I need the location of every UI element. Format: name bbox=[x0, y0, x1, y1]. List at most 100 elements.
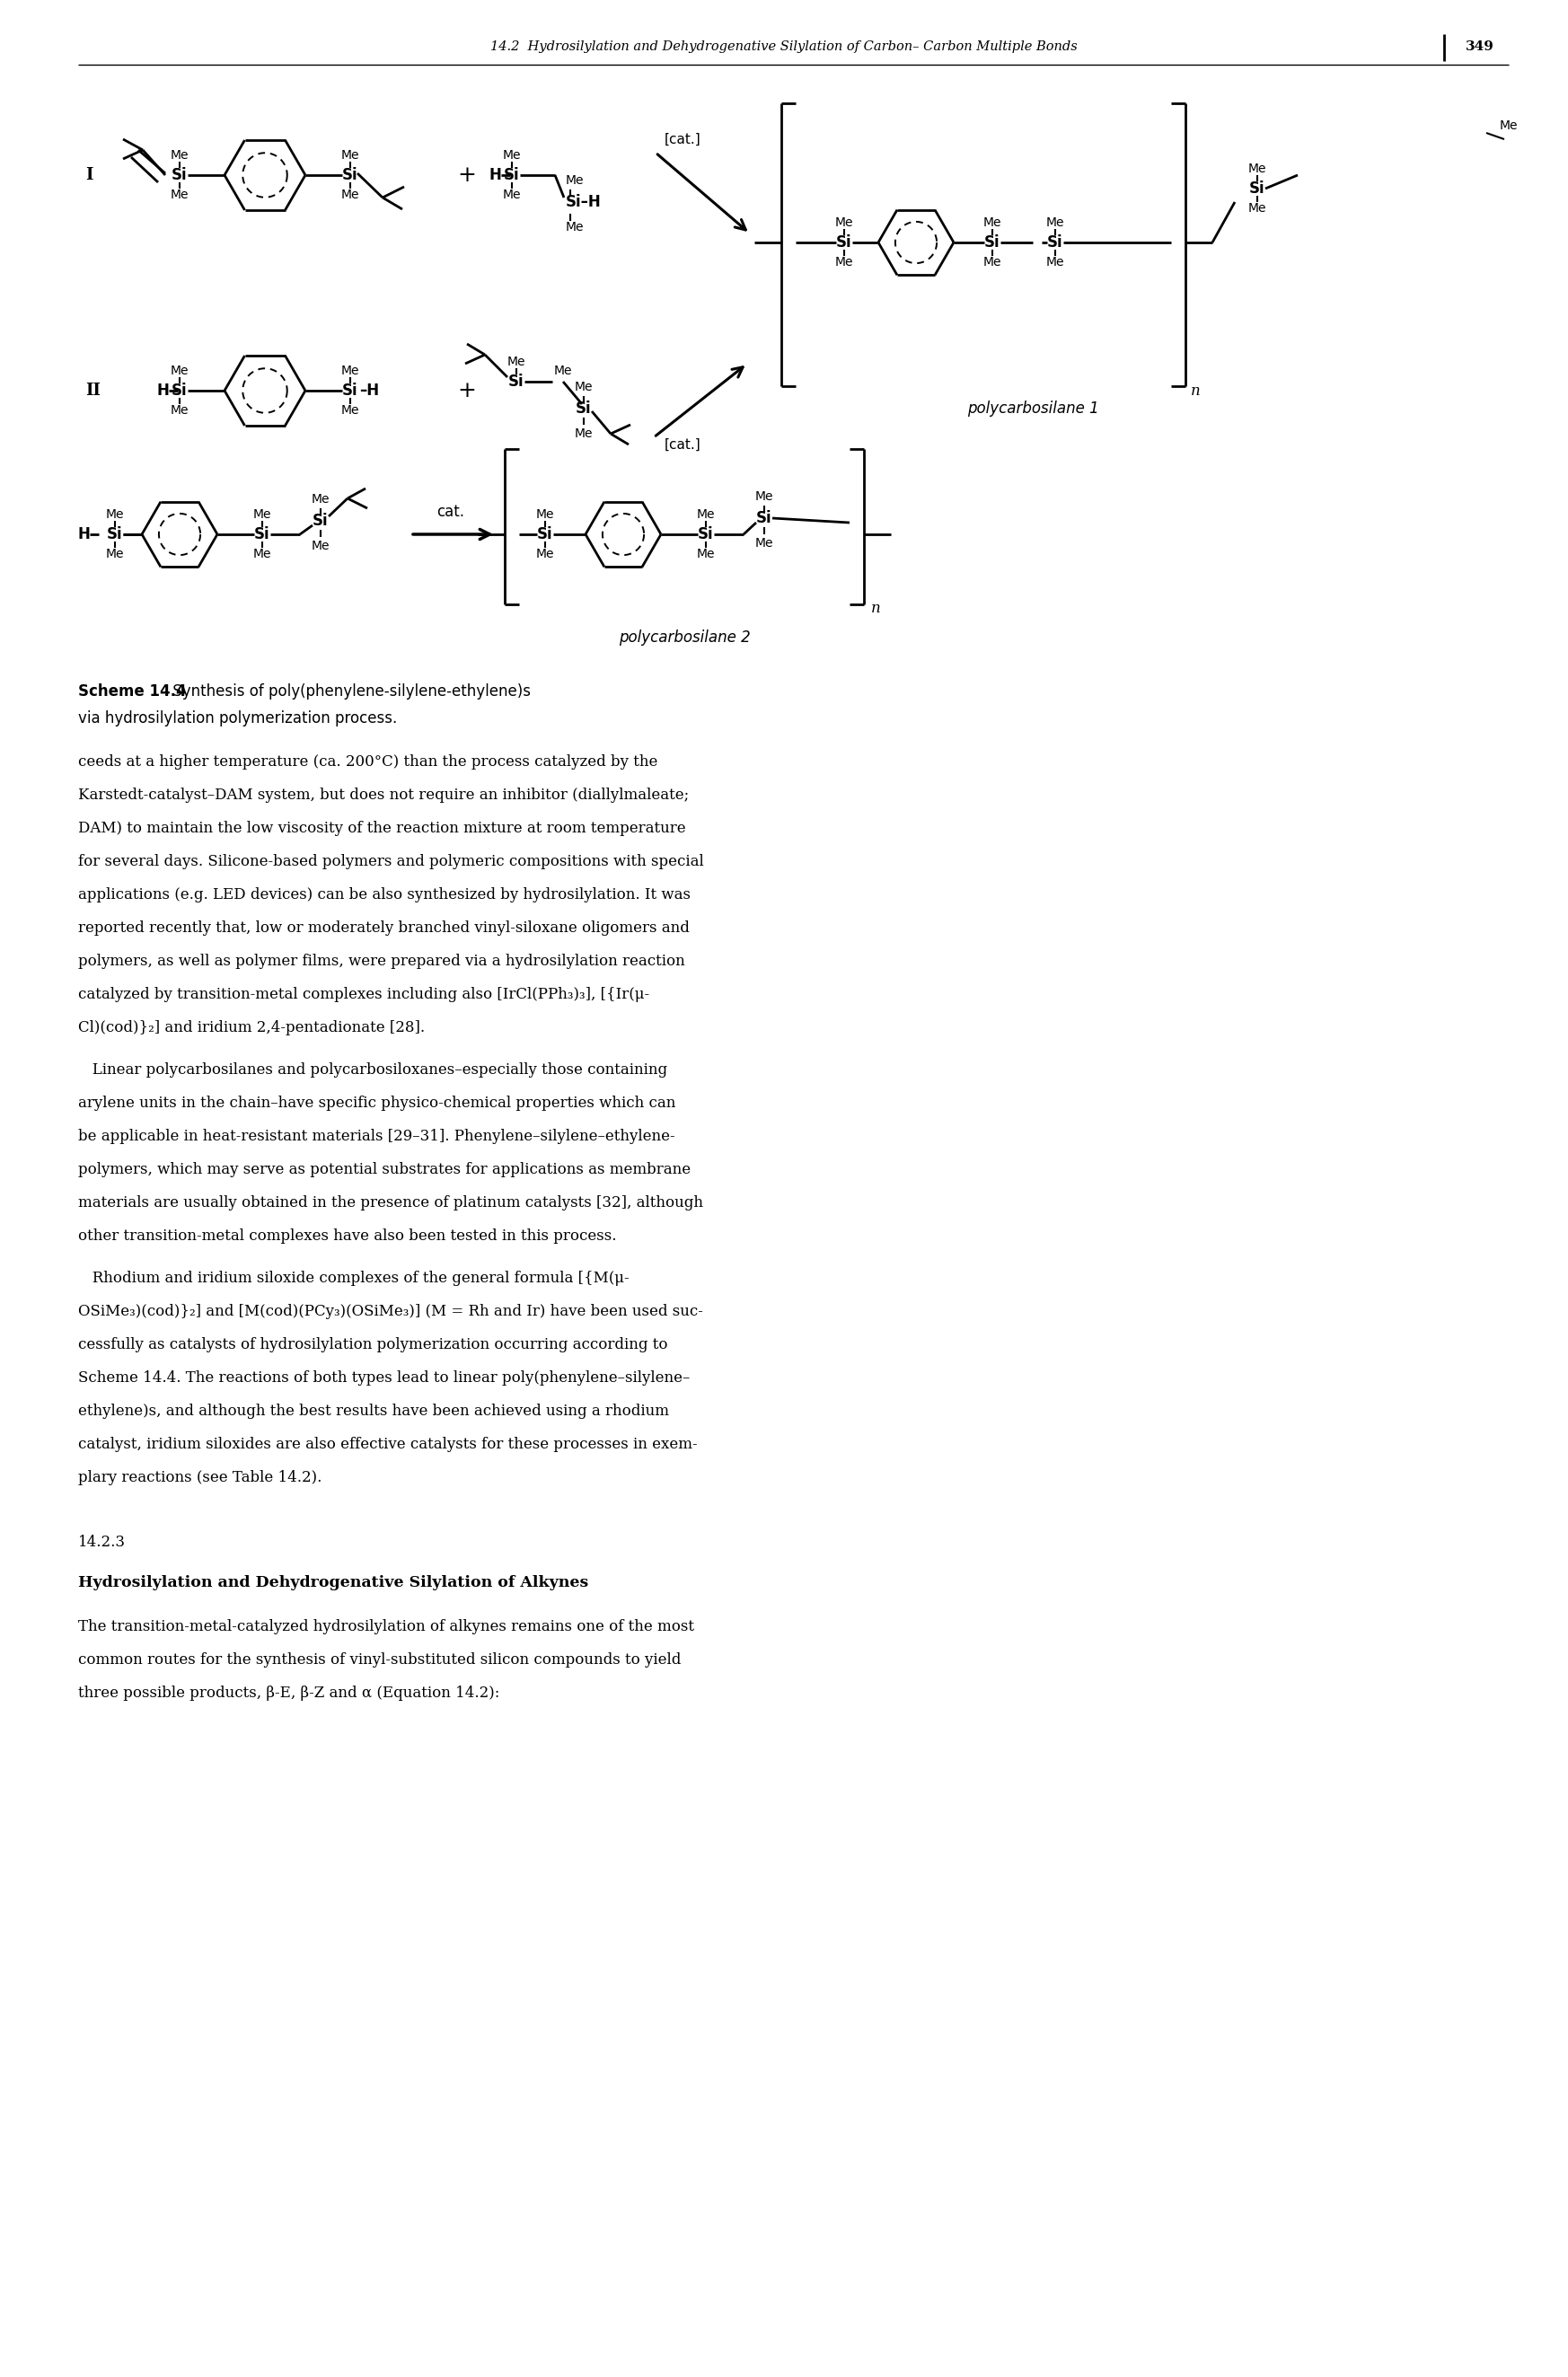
Text: Si: Si bbox=[503, 166, 521, 183]
Text: catalyst, iridium siloxides are also effective catalysts for these processes in : catalyst, iridium siloxides are also eff… bbox=[78, 1436, 698, 1452]
Text: Me: Me bbox=[554, 364, 572, 378]
Text: Me: Me bbox=[340, 150, 359, 162]
Text: Me: Me bbox=[836, 216, 853, 228]
Text: Me: Me bbox=[340, 364, 359, 378]
Text: Me: Me bbox=[252, 509, 271, 521]
Text: Si: Si bbox=[508, 373, 524, 390]
Text: Si: Si bbox=[172, 166, 188, 183]
Text: DAM) to maintain the low viscosity of the reaction mixture at room temperature: DAM) to maintain the low viscosity of th… bbox=[78, 820, 685, 837]
Text: Me: Me bbox=[566, 221, 585, 233]
Text: Hydrosilylation and Dehydrogenative Silylation of Alkynes: Hydrosilylation and Dehydrogenative Sily… bbox=[78, 1576, 588, 1590]
Text: Rhodium and iridium siloxide complexes of the general formula [{M(μ-: Rhodium and iridium siloxide complexes o… bbox=[78, 1272, 629, 1286]
Text: polycarbosilane 1: polycarbosilane 1 bbox=[967, 399, 1099, 416]
Text: 14.2.3: 14.2.3 bbox=[78, 1536, 125, 1550]
Text: Si: Si bbox=[836, 235, 851, 250]
Text: n: n bbox=[1190, 383, 1201, 399]
Text: cat.: cat. bbox=[437, 504, 464, 521]
Text: Me: Me bbox=[506, 357, 525, 368]
Text: Me: Me bbox=[983, 216, 1002, 228]
Text: Me: Me bbox=[312, 492, 329, 506]
Text: Me: Me bbox=[1046, 216, 1065, 228]
Text: Si: Si bbox=[172, 383, 188, 399]
Text: Me: Me bbox=[574, 380, 593, 392]
Text: Me: Me bbox=[1248, 162, 1267, 176]
Text: OSiMe₃)(cod)}₂] and [M(cod)(PCy₃)(OSiMe₃)] (M = Rh and Ir) have been used suc-: OSiMe₃)(cod)}₂] and [M(cod)(PCy₃)(OSiMe₃… bbox=[78, 1305, 702, 1319]
Text: Me: Me bbox=[312, 540, 329, 551]
Text: Me: Me bbox=[171, 188, 188, 202]
Text: Me: Me bbox=[983, 257, 1002, 269]
Text: Me: Me bbox=[503, 188, 521, 202]
Text: three possible products, β-E, β-Z and α (Equation 14.2):: three possible products, β-E, β-Z and α … bbox=[78, 1685, 500, 1702]
Text: arylene units in the chain–have specific physico-chemical properties which can: arylene units in the chain–have specific… bbox=[78, 1096, 676, 1110]
Text: Me: Me bbox=[503, 150, 521, 162]
Text: +: + bbox=[458, 380, 477, 402]
Text: materials are usually obtained in the presence of platinum catalysts [32], altho: materials are usually obtained in the pr… bbox=[78, 1196, 702, 1210]
Text: ethylene)s, and although the best results have been achieved using a rhodium: ethylene)s, and although the best result… bbox=[78, 1402, 670, 1419]
Text: Si: Si bbox=[538, 525, 554, 542]
Text: Me: Me bbox=[171, 404, 188, 416]
Text: reported recently that, low or moderately branched vinyl-siloxane oligomers and: reported recently that, low or moderatel… bbox=[78, 920, 690, 937]
Text: –H: –H bbox=[359, 383, 379, 399]
Text: [cat.]: [cat.] bbox=[665, 133, 701, 145]
Text: Me: Me bbox=[171, 150, 188, 162]
Text: [cat.]: [cat.] bbox=[665, 437, 701, 452]
Text: Si: Si bbox=[312, 513, 329, 530]
Text: H: H bbox=[489, 166, 502, 183]
Text: Si: Si bbox=[698, 525, 713, 542]
Text: 14.2  Hydrosilylation and Dehydrogenative Silylation of Carbon– Carbon Multiple : 14.2 Hydrosilylation and Dehydrogenative… bbox=[491, 40, 1077, 52]
Text: II: II bbox=[85, 383, 100, 399]
Text: 349: 349 bbox=[1466, 40, 1494, 52]
Text: Me: Me bbox=[105, 547, 124, 561]
Text: Me: Me bbox=[340, 404, 359, 416]
Text: H: H bbox=[78, 525, 91, 542]
Text: plary reactions (see Table 14.2).: plary reactions (see Table 14.2). bbox=[78, 1469, 321, 1486]
Text: polymers, as well as polymer films, were prepared via a hydrosilylation reaction: polymers, as well as polymer films, were… bbox=[78, 953, 685, 970]
Text: n: n bbox=[872, 601, 881, 616]
Text: Si: Si bbox=[342, 166, 358, 183]
Text: H: H bbox=[157, 383, 169, 399]
Text: Me: Me bbox=[171, 364, 188, 378]
Text: Me: Me bbox=[536, 547, 555, 561]
Text: other transition-metal complexes have also been tested in this process.: other transition-metal complexes have al… bbox=[78, 1229, 616, 1243]
Text: Me: Me bbox=[252, 547, 271, 561]
Text: Si: Si bbox=[575, 399, 591, 416]
Text: polymers, which may serve as potential substrates for applications as membrane: polymers, which may serve as potential s… bbox=[78, 1162, 691, 1177]
Text: Si: Si bbox=[1047, 235, 1063, 250]
Text: Me: Me bbox=[756, 490, 773, 504]
Text: polycarbosilane 2: polycarbosilane 2 bbox=[618, 630, 750, 647]
Text: Si: Si bbox=[985, 235, 1000, 250]
Text: via hydrosilylation polymerization process.: via hydrosilylation polymerization proce… bbox=[78, 711, 397, 727]
Text: Scheme 14.4. The reactions of both types lead to linear poly(phenylene–silylene–: Scheme 14.4. The reactions of both types… bbox=[78, 1372, 690, 1386]
Text: ceeds at a higher temperature (ca. 200°C) than the process catalyzed by the: ceeds at a higher temperature (ca. 200°C… bbox=[78, 754, 657, 770]
Text: Linear polycarbosilanes and polycarbosiloxanes–especially those containing: Linear polycarbosilanes and polycarbosil… bbox=[78, 1063, 668, 1077]
Text: Me: Me bbox=[566, 174, 585, 188]
Text: +: + bbox=[458, 164, 477, 185]
Text: Si: Si bbox=[254, 525, 270, 542]
Text: Me: Me bbox=[105, 509, 124, 521]
Text: Karstedt-catalyst–DAM system, but does not require an inhibitor (diallylmaleate;: Karstedt-catalyst–DAM system, but does n… bbox=[78, 787, 688, 803]
Text: The transition-metal-catalyzed hydrosilylation of alkynes remains one of the mos: The transition-metal-catalyzed hydrosily… bbox=[78, 1619, 695, 1635]
Text: be applicable in heat-resistant materials [29–31]. Phenylene–silylene–ethylene-: be applicable in heat-resistant material… bbox=[78, 1129, 674, 1143]
Text: Me: Me bbox=[756, 537, 773, 549]
Text: Me: Me bbox=[1248, 202, 1267, 214]
Text: Me: Me bbox=[696, 547, 715, 561]
Text: Me: Me bbox=[340, 188, 359, 202]
Text: Me: Me bbox=[836, 257, 853, 269]
Text: Synthesis of poly(phenylene-silylene-ethylene)s: Synthesis of poly(phenylene-silylene-eth… bbox=[168, 682, 530, 699]
Text: for several days. Silicone-based polymers and polymeric compositions with specia: for several days. Silicone-based polymer… bbox=[78, 853, 704, 870]
Text: Me: Me bbox=[536, 509, 555, 521]
Text: catalyzed by transition-metal complexes including also [IrCl(PPh₃)₃], [{Ir(μ-: catalyzed by transition-metal complexes … bbox=[78, 986, 649, 1003]
Text: Si: Si bbox=[1250, 181, 1265, 197]
Text: Me: Me bbox=[1499, 119, 1518, 133]
Text: common routes for the synthesis of vinyl-substituted silicon compounds to yield: common routes for the synthesis of vinyl… bbox=[78, 1652, 681, 1669]
Text: Si–H: Si–H bbox=[566, 195, 602, 209]
Text: I: I bbox=[85, 166, 93, 183]
Text: Scheme 14.4: Scheme 14.4 bbox=[78, 682, 187, 699]
Text: cessfully as catalysts of hydrosilylation polymerization occurring according to: cessfully as catalysts of hydrosilylatio… bbox=[78, 1338, 668, 1353]
Text: applications (e.g. LED devices) can be also synthesized by hydrosilylation. It w: applications (e.g. LED devices) can be a… bbox=[78, 887, 690, 903]
Text: Me: Me bbox=[574, 428, 593, 440]
Text: Cl)(cod)}₂] and iridium 2,4-pentadionate [28].: Cl)(cod)}₂] and iridium 2,4-pentadionate… bbox=[78, 1020, 425, 1036]
Text: Me: Me bbox=[696, 509, 715, 521]
Text: Si: Si bbox=[107, 525, 122, 542]
Text: Me: Me bbox=[1046, 257, 1065, 269]
